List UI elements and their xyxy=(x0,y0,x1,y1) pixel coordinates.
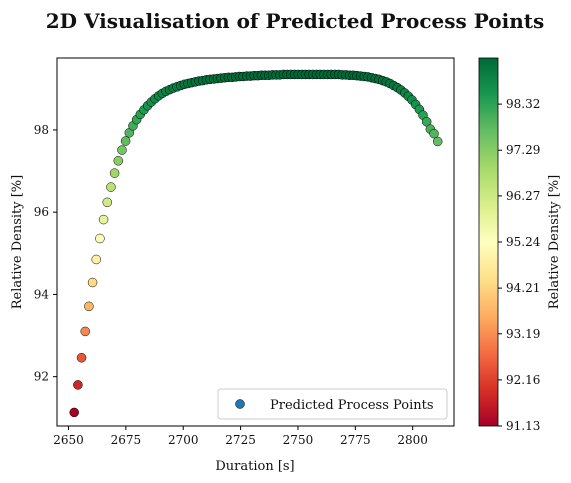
y-tick-label: 94 xyxy=(34,287,50,301)
y-tick-label: 96 xyxy=(34,205,49,219)
x-tick-label: 2700 xyxy=(168,433,199,447)
y-axis-ticks: 92 94 96 98 xyxy=(34,123,57,384)
data-point xyxy=(432,136,443,147)
colorbar-tick-label: 96.27 xyxy=(506,189,540,203)
data-point xyxy=(87,277,98,288)
colorbar-tick-label: 95.24 xyxy=(506,235,541,249)
x-tick-label: 2800 xyxy=(397,433,428,447)
x-tick-label: 2725 xyxy=(225,433,256,447)
x-tick-label: 2775 xyxy=(340,433,371,447)
colorbar-tick-label: 92.16 xyxy=(506,373,540,387)
plot-area: 2650 2675 2700 2725 2750 2775 2800 92 94 96 98 xyxy=(34,57,455,447)
y-tick-label: 92 xyxy=(34,370,49,384)
x-tick-label: 2675 xyxy=(111,433,142,447)
y-axis-label: Relative Density [%] xyxy=(10,175,25,309)
data-point xyxy=(113,156,124,166)
legend-label: Predicted Process Points xyxy=(270,398,434,413)
data-point xyxy=(91,254,101,265)
data-point xyxy=(106,182,116,192)
colorbar-tick-label: 97.29 xyxy=(506,143,540,157)
colorbar-label: Relative Density [%] xyxy=(547,175,562,309)
data-points xyxy=(69,69,443,418)
data-point xyxy=(102,197,113,208)
data-point xyxy=(73,380,83,390)
x-tick-label: 2650 xyxy=(53,433,84,447)
data-point xyxy=(109,168,120,178)
legend: Predicted Process Points xyxy=(217,388,448,420)
data-point xyxy=(69,407,79,418)
colorbar: 91.13 92.16 93.19 94.21 95.24 96.27 97.29 98.32… xyxy=(478,57,562,433)
data-point xyxy=(76,353,87,363)
data-point xyxy=(80,326,90,337)
data-point xyxy=(117,145,127,155)
colorbar-tick-label: 93.19 xyxy=(506,327,540,341)
colorbar-ticks: 91.13 92.16 93.19 94.21 95.24 96.27 97.29 98.32 xyxy=(498,97,541,433)
data-point xyxy=(98,214,109,225)
chart-title: 2D Visualisation of Predicted Process Po… xyxy=(46,9,545,33)
x-axis-ticks: 2650 2675 2700 2725 2750 2775 2800 xyxy=(53,426,428,447)
colorbar-gradient xyxy=(478,57,499,427)
data-point xyxy=(95,233,105,244)
colorbar-tick-label: 94.21 xyxy=(506,281,540,295)
x-axis-label: Duration [s] xyxy=(215,459,294,474)
colorbar-tick-label: 98.32 xyxy=(506,97,540,111)
legend-marker xyxy=(235,399,245,409)
data-point xyxy=(429,128,439,139)
data-point xyxy=(120,136,131,146)
x-tick-label: 2750 xyxy=(283,433,314,447)
colorbar-tick-label: 91.13 xyxy=(506,419,540,433)
data-point xyxy=(84,301,94,312)
plot-frame xyxy=(56,57,455,427)
y-tick-label: 98 xyxy=(34,123,49,137)
legend-box xyxy=(217,388,448,420)
